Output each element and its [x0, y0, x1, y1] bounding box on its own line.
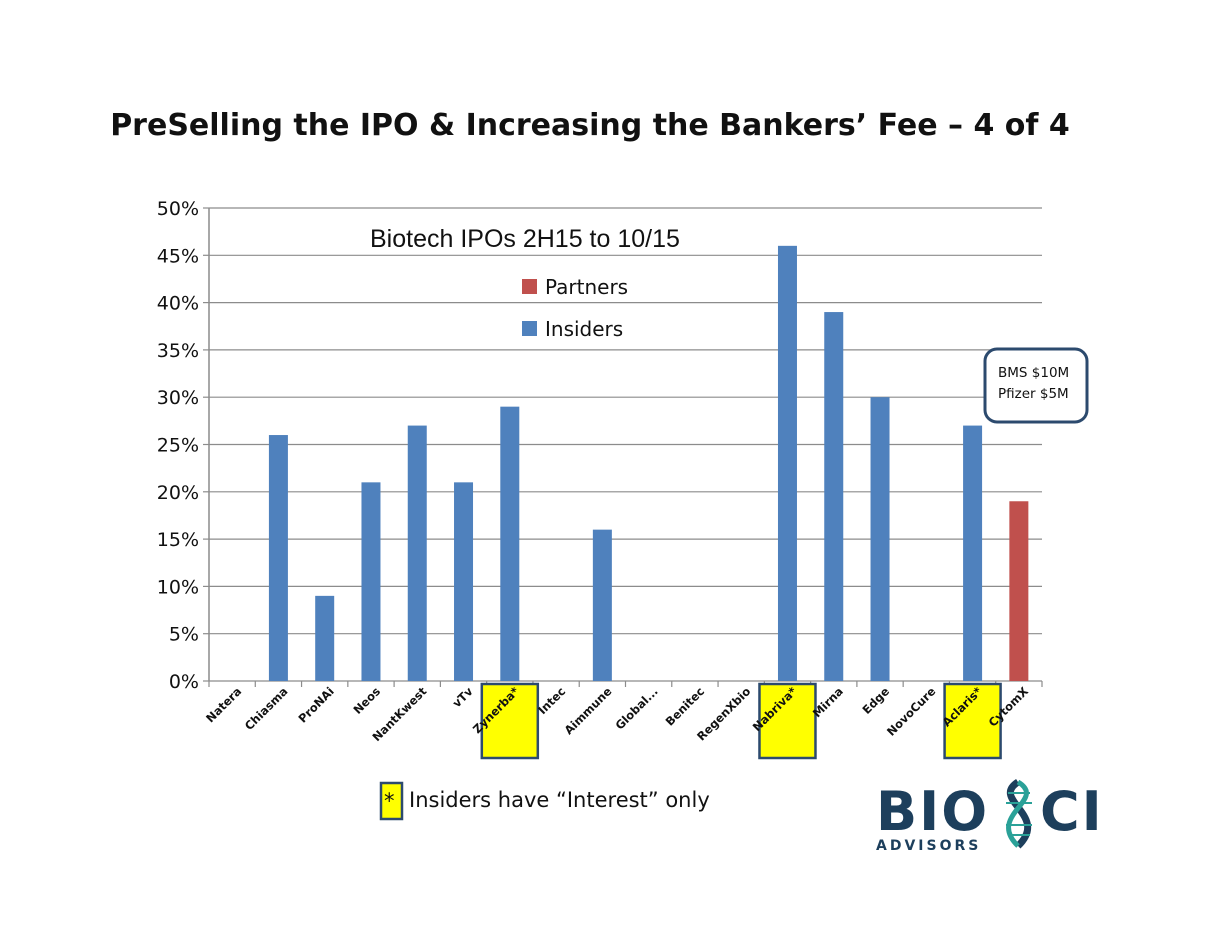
bar-insiders [870, 397, 890, 681]
y-tick-label: 5% [169, 624, 199, 646]
category-highlights [480, 682, 1002, 760]
y-tick-label: 35% [157, 340, 199, 362]
highlight-box [758, 682, 817, 760]
dna-helix-icon [1006, 779, 1032, 849]
x-tick-label: Intec [535, 684, 568, 717]
highlight-box [943, 682, 1002, 760]
bar-insiders [361, 482, 381, 681]
bar-insiders [500, 406, 520, 681]
y-axis-ticks: 0% 5% 10% 15% 20% 25% 30% 35% 40% 45% 50% [157, 198, 199, 693]
legend-label-partners: Partners [545, 275, 628, 299]
logo-text-advisors: ADVISORS [876, 838, 981, 854]
x-tick-label: vTv [450, 684, 476, 710]
x-tick-label: Edge [860, 684, 893, 717]
x-tick-label: Natera [203, 684, 244, 725]
y-tick-label: 30% [157, 387, 199, 409]
x-tick-label: NovoCure [884, 684, 939, 739]
logo-text-right: CI [1040, 780, 1104, 843]
chart-legend: Partners Insiders [522, 275, 628, 341]
y-tick-label: 40% [157, 293, 199, 315]
x-tick-label: Global... [612, 684, 660, 732]
chart-subtitle: Biotech IPOs 2H15 to 10/15 [370, 225, 680, 253]
y-tick-label: 0% [169, 671, 199, 693]
callout-line-bms: BMS $10M [998, 365, 1069, 381]
bar-insiders [963, 425, 983, 681]
x-tick-label: Aimmune [561, 684, 614, 737]
footnote-symbol: * [384, 789, 395, 813]
legend-swatch-partners [522, 279, 537, 294]
footnote-text: Insiders have “Interest” only [409, 788, 710, 812]
bar-insiders [824, 312, 844, 681]
y-tick-label: 50% [157, 198, 199, 220]
slide-title: PreSelling the IPO & Increasing the Bank… [110, 108, 1070, 143]
logo-text-left: BIO [876, 780, 989, 843]
x-tick-label: Chiasma [242, 684, 291, 733]
bar-insiders [592, 529, 612, 681]
callout-line-pfizer: Pfizer $5M [998, 386, 1069, 402]
bioSci-advisors-logo: BIO CI ADVISORS [876, 779, 1104, 854]
legend-label-insiders: Insiders [545, 317, 623, 341]
highlight-box [480, 682, 540, 760]
bar-insiders [454, 482, 474, 681]
y-tick-label: 45% [157, 245, 199, 267]
y-tick-label: 20% [157, 482, 199, 504]
footnote: * Insiders have “Interest” only [379, 781, 710, 821]
chart-bars [268, 245, 1029, 681]
legend-swatch-insiders [522, 321, 537, 336]
y-tick-label: 10% [157, 576, 199, 598]
y-tick-label: 15% [157, 529, 199, 551]
y-tick-label: 25% [157, 435, 199, 457]
chart-gridlines [203, 207, 1043, 687]
callout-box: BMS $10M Pfizer $5M [983, 347, 1089, 424]
x-tick-label: Benitec [663, 684, 708, 729]
bar-partners [1009, 501, 1029, 681]
x-tick-label: Neos [350, 684, 383, 717]
footnote-highlight-swatch [379, 781, 404, 821]
bar-insiders [777, 245, 797, 681]
x-tick-label: ProNAi [295, 684, 336, 725]
bar-insiders [407, 425, 427, 681]
bar-insiders [268, 435, 288, 681]
bar-insiders [315, 595, 335, 681]
